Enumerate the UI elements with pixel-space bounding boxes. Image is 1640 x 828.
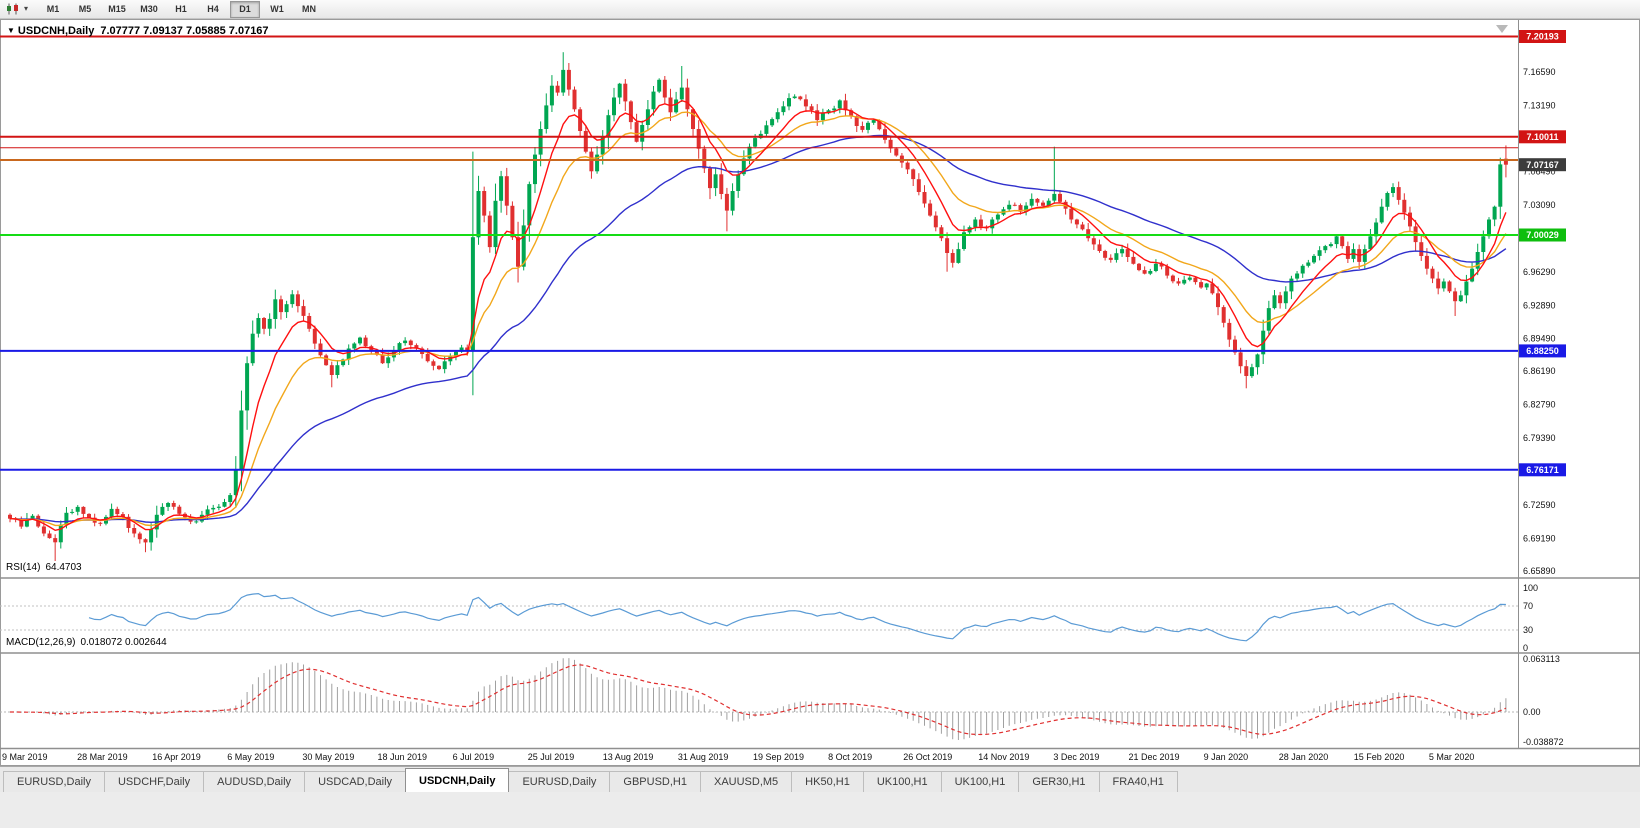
price-tick: 7.06490 [1523,166,1556,176]
chart-tab-ger30-h1[interactable]: GER30,H1 [1018,771,1100,792]
rsi-panel [0,592,1518,642]
price-badge: 7.07167 [1526,160,1559,170]
price-tick: 6.96290 [1523,267,1556,277]
timeframe-button-m30[interactable]: M30 [140,4,158,14]
chart-tab-uk100-h1[interactable]: UK100,H1 [940,771,1020,792]
date-label: 9 Jan 2020 [1204,752,1249,762]
timeframe-button-mn[interactable]: MN [302,4,317,14]
price-tick: 7.13190 [1523,101,1556,111]
timeframe-button-m15[interactable]: M15 [108,4,126,14]
chart-background [0,19,1640,766]
price-tick: 7.16590 [1523,67,1556,77]
timeframe-button-m1[interactable]: M1 [46,4,60,14]
date-label: 28 Jan 2020 [1279,752,1329,762]
price-tick: 6.69190 [1523,534,1556,544]
date-label: 6 May 2019 [227,752,274,762]
price-badge: 6.76171 [1526,465,1559,475]
horizontal-lines-layer[interactable] [0,35,1518,471]
date-label: 31 Aug 2019 [678,752,729,762]
chart-tab-usdcnh-daily[interactable]: USDCNH,Daily [405,768,510,792]
date-label: 9 Mar 2019 [2,752,48,762]
price-tick: 6.89490 [1523,334,1556,344]
chart-tab-gbpusd-h1[interactable]: GBPUSD,H1 [609,771,701,792]
timeframe-button-h4[interactable]: H4 [207,4,219,14]
price-tick: 6.79390 [1523,433,1556,443]
date-label: 16 Apr 2019 [152,752,201,762]
chart-shift-marker-icon[interactable] [1496,25,1508,33]
price-badges: 7.20193 7.10011 7.07167 7.00029 6.88250 6.761… [1519,30,1566,477]
chart-tab-fra40-h1[interactable]: FRA40,H1 [1098,771,1178,792]
chart-tab-hk50-h1[interactable]: HK50,H1 [791,771,864,792]
candlestick-chart-icon [7,3,18,15]
price-tick: 6.65890 [1523,566,1556,576]
macd-tick: 0.00 [1523,707,1541,717]
timeframe-button-w1[interactable]: W1 [270,4,284,14]
price-badge: 6.88250 [1526,346,1559,356]
rsi-tick: 100 [1523,583,1538,593]
rsi-tick: 30 [1523,625,1533,635]
macd-panel [0,658,1518,740]
price-badge: 7.20193 [1526,32,1559,42]
date-label: 30 May 2019 [302,752,354,762]
date-label: 15 Feb 2020 [1354,752,1405,762]
timeframe-buttons: M1 M5 M15 M30 H1 H4 D1 W1 MN [37,0,325,18]
bottom-filler [0,792,1640,828]
price-tick: 6.92890 [1523,300,1556,310]
date-label: 26 Oct 2019 [903,752,952,762]
macd-tick: 0.063113 [1523,654,1560,664]
chart-tab-audusd-daily[interactable]: AUDUSD,Daily [203,771,306,792]
macd-tick: -0.038872 [1523,737,1564,747]
chart-tab-xauusd-m5[interactable]: XAUUSD,M5 [699,771,793,792]
date-label: 21 Dec 2019 [1129,752,1180,762]
chart-tab-uk100-h1[interactable]: UK100,H1 [862,771,942,792]
chart-tab-usdcad-daily[interactable]: USDCAD,Daily [304,771,407,792]
chart-tab-eurusd-daily[interactable]: EURUSD,Daily [3,771,105,792]
chevron-down-icon: ▾ [24,4,29,13]
date-label: 5 Mar 2020 [1429,752,1475,762]
date-label: 3 Dec 2019 [1053,752,1099,762]
timeframe-button-h1[interactable]: H1 [175,4,187,14]
date-label: 6 Jul 2019 [453,752,495,762]
date-label: 25 Jul 2019 [528,752,575,762]
rsi-tick: 70 [1523,601,1533,611]
date-label: 19 Sep 2019 [753,752,804,762]
date-label: 8 Oct 2019 [828,752,872,762]
top-toolbar: ▾ M1 M5 M15 M30 H1 H4 D1 W1 MN [0,0,1640,19]
price-tick: 7.03090 [1523,200,1556,210]
date-label: 18 Jun 2019 [378,752,428,762]
price-tick: 6.82790 [1523,400,1556,410]
timeframe-button-m5[interactable]: M5 [78,4,92,14]
price-tick: 6.72590 [1523,500,1556,510]
price-badge: 7.10011 [1526,132,1558,142]
chart-tab-bar: EURUSD,Daily USDCHF,Daily AUDUSD,Daily USDC… [0,766,1640,792]
chart-type-button[interactable]: ▾ [3,2,31,17]
date-label: 13 Aug 2019 [603,752,654,762]
price-tick: 6.86190 [1523,366,1556,376]
time-axis[interactable]: 9 Mar 2019 28 Mar 2019 16 Apr 2019 6 May 20… [2,752,1474,762]
price-badge: 7.00029 [1526,230,1559,240]
chart-tab-eurusd-daily[interactable]: EURUSD,Daily [508,771,611,792]
rsi-tick: 0 [1523,643,1528,653]
moving-averages-layer [9,99,1507,532]
chart-tab-usdchf-daily[interactable]: USDCHF,Daily [103,771,205,792]
timeframe-button-d1[interactable]: D1 [230,0,261,18]
date-label: 14 Nov 2019 [978,752,1029,762]
date-label: 28 Mar 2019 [77,752,128,762]
